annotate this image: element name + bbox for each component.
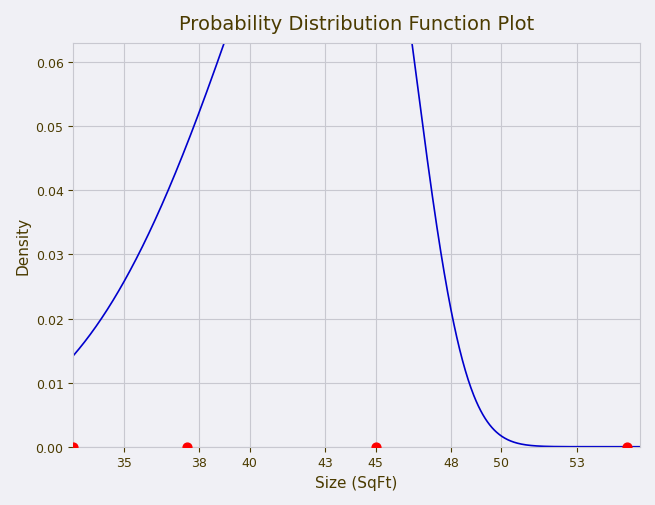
Point <box>181 443 192 451</box>
Point <box>68 443 79 451</box>
Point <box>370 443 381 451</box>
X-axis label: Size (SqFt): Size (SqFt) <box>316 475 398 490</box>
Point <box>622 443 633 451</box>
Title: Probability Distribution Function Plot: Probability Distribution Function Plot <box>179 15 534 34</box>
Y-axis label: Density: Density <box>15 216 30 274</box>
